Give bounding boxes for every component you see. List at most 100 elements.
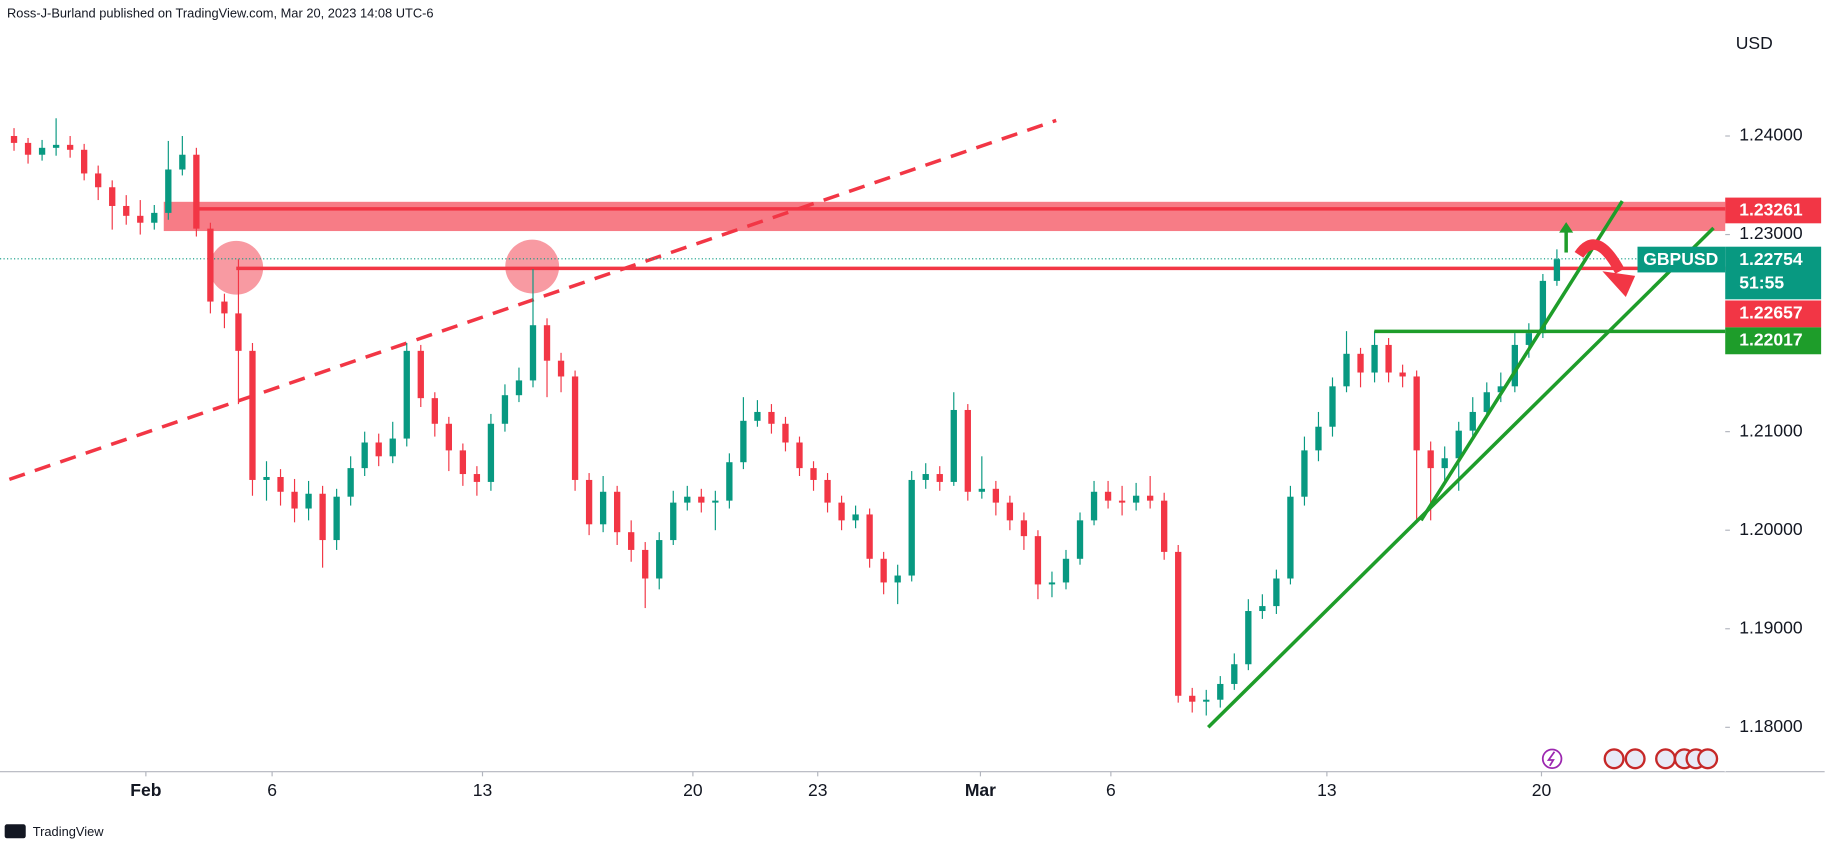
- candle-body: [1413, 376, 1420, 451]
- price-tag: [1725, 246, 1822, 300]
- y-tick-label: 1.20000: [1739, 519, 1803, 539]
- candle-body: [1287, 496, 1294, 579]
- candle-body: [277, 476, 284, 492]
- flag-icon[interactable]: [1624, 748, 1646, 770]
- candle-body: [52, 144, 60, 148]
- candle-body: [543, 325, 551, 361]
- y-tick-label: 1.24000: [1739, 125, 1803, 145]
- candle-body: [431, 398, 438, 424]
- support-trendline: [1207, 226, 1715, 729]
- candle-body: [992, 488, 1000, 503]
- candle-body: [1315, 426, 1322, 451]
- candle-body: [1146, 495, 1154, 501]
- candle-body: [10, 136, 18, 143]
- price-tag-label: 1.22754: [1739, 249, 1803, 269]
- candle-body: [165, 169, 172, 213]
- candle-body: [782, 423, 789, 443]
- candle-body: [235, 313, 242, 351]
- candle-body: [599, 491, 607, 525]
- y-tick-label: 1.21000: [1739, 420, 1803, 440]
- candle-body: [501, 395, 509, 424]
- candle-body: [670, 502, 677, 541]
- candle-body: [1273, 578, 1280, 607]
- x-tick-label: Feb: [130, 780, 161, 800]
- candle-body: [1525, 333, 1533, 345]
- candle-body: [838, 502, 845, 521]
- candle-body: [1539, 280, 1547, 334]
- price-tag-label: 1.23261: [1739, 200, 1803, 220]
- candle-body: [726, 462, 733, 501]
- flag-icon[interactable]: [1655, 748, 1677, 770]
- candle-body: [459, 450, 467, 475]
- candle-body: [950, 409, 957, 482]
- candle-body: [249, 350, 256, 480]
- candle-body: [291, 491, 298, 509]
- candle-body: [1203, 699, 1210, 702]
- candle-body: [740, 420, 747, 463]
- candle-body: [389, 438, 396, 457]
- event-icon[interactable]: [1541, 748, 1563, 770]
- candle-body: [1357, 353, 1364, 373]
- candle-body: [66, 144, 74, 150]
- x-tick-label: Mar: [965, 780, 996, 800]
- x-tick-label: 6: [267, 780, 277, 800]
- candle-body: [403, 350, 410, 439]
- candle-body: [529, 325, 537, 381]
- drawings-front: [1207, 200, 1726, 770]
- price-tag-label: 1.22017: [1739, 329, 1802, 349]
- event-icon-bolt: [1546, 751, 1556, 767]
- candle-body: [1497, 386, 1504, 393]
- flag-icon[interactable]: [1697, 748, 1719, 770]
- candle-body: [24, 142, 32, 155]
- candle-body: [81, 149, 88, 174]
- candle-body: [95, 173, 102, 188]
- candle-body: [1104, 491, 1112, 501]
- economic-events: [1603, 748, 1719, 770]
- down-arrow-head: [1602, 271, 1636, 297]
- candle-body: [137, 215, 144, 223]
- candle-body: [1020, 520, 1028, 537]
- candle-body: [880, 558, 887, 583]
- candle-body: [1301, 450, 1308, 497]
- countdown: 51:55: [1739, 273, 1784, 293]
- candle-body: [305, 493, 312, 509]
- candle-body: [866, 514, 873, 559]
- candle-body: [613, 491, 621, 533]
- header: Ross-J-Burland published on TradingView.…: [7, 5, 434, 20]
- symbol-tag: [1637, 246, 1726, 273]
- candle-body: [768, 411, 775, 424]
- candle-body: [1553, 259, 1561, 281]
- candle-body: [852, 514, 859, 521]
- candle-body: [1076, 520, 1084, 559]
- flag-icon[interactable]: [1603, 748, 1625, 770]
- candle-body: [1469, 411, 1476, 431]
- candle-body: [810, 468, 817, 480]
- candle-body: [1048, 582, 1056, 585]
- candle-body: [628, 532, 635, 550]
- price-tag: [1725, 327, 1822, 355]
- candle-body: [515, 380, 523, 396]
- candle-body: [1511, 344, 1518, 387]
- candle-body: [319, 493, 326, 541]
- candle-body: [796, 442, 803, 469]
- candle-body: [754, 411, 761, 421]
- candle-body: [964, 409, 971, 492]
- currency: USD: [1736, 33, 1773, 53]
- candle-body: [684, 496, 691, 503]
- candle-body: [1006, 502, 1014, 521]
- x-tick-label: 13: [1317, 780, 1337, 800]
- price-tag-label: 1.22657: [1739, 303, 1802, 323]
- x-tick-label: 20: [683, 780, 703, 800]
- candle-body: [712, 500, 719, 503]
- candle-body: [698, 496, 705, 503]
- candle-body: [1259, 606, 1266, 612]
- candle-body: [1161, 500, 1168, 552]
- y-tick-label: 1.18000: [1739, 716, 1803, 736]
- candle-body: [908, 479, 915, 576]
- support-trendline: [1419, 200, 1624, 522]
- candle-body: [1118, 500, 1126, 503]
- axes: 1.24000 1.23000 1.21000 1.20000 1.19000 1.180…: [130, 125, 1822, 800]
- candle-body: [1427, 450, 1434, 469]
